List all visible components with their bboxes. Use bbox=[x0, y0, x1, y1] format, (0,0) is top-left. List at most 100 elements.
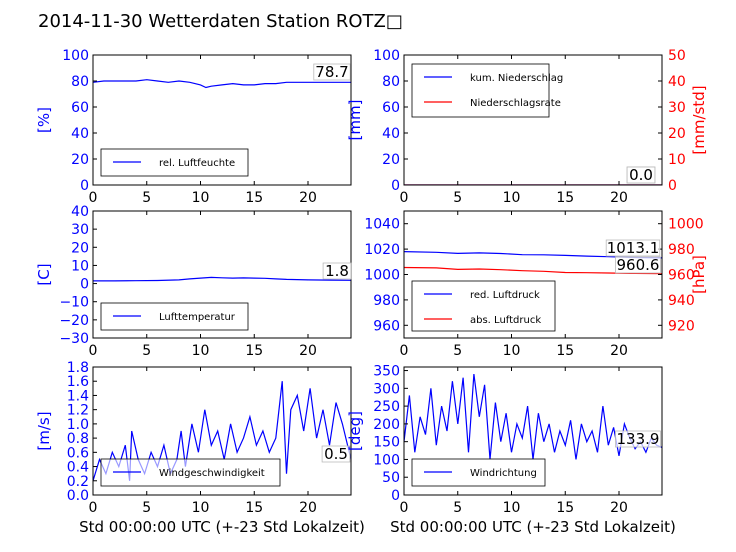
legend-label: Windrichtung bbox=[470, 468, 537, 479]
legend-box-wind-direction bbox=[411, 458, 546, 487]
chart-temperature: 0 5 10 15 20 −30 −20 −10 0 10 20 30 40 [C] Lufttempera… bbox=[35, 204, 352, 359]
value-label: 960.6 bbox=[617, 256, 660, 274]
y2-axis-label: [mm/std] bbox=[690, 85, 708, 154]
y-tick-label: 300 bbox=[373, 381, 400, 397]
plot-frame-wind-direction bbox=[403, 366, 663, 496]
x-tick-label: 0 bbox=[89, 500, 98, 516]
y-tick-label: 0.0 bbox=[67, 488, 89, 504]
figure-title: 2014-11-30 Wetterdaten Station ROTZ□ bbox=[38, 11, 403, 32]
legend-label: kum. Niederschlag bbox=[470, 73, 563, 84]
y-tick-label: −10 bbox=[59, 295, 89, 311]
x-axis-label-right: Std 00:00:00 UTC (+-23 Std Lokalzeit) bbox=[390, 518, 676, 536]
legend-label: Niederschlagsrate bbox=[470, 98, 561, 109]
y-tick-label: 1.0 bbox=[67, 417, 89, 433]
y-tick-label: 0.2 bbox=[67, 474, 89, 490]
value-label-box bbox=[321, 445, 351, 463]
y-tick-label: 0.8 bbox=[67, 431, 89, 447]
chart-wind-speed: 0 5 10 15 20 0.00.20.40.60.81.01.21.41.61.8 [m… bbox=[35, 360, 352, 516]
y-tick-label: 30 bbox=[71, 222, 89, 238]
series-line-humidity-0 bbox=[93, 79, 351, 89]
y-tick-label: 1040 bbox=[364, 217, 400, 233]
y-tick-label: 20 bbox=[382, 152, 400, 168]
x-tick-label: 10 bbox=[192, 500, 210, 516]
y2-axis-label: [hPa] bbox=[690, 255, 708, 294]
y2-tick-label: 980 bbox=[668, 242, 695, 258]
y-tick-label: 40 bbox=[71, 204, 89, 220]
value-label-box bbox=[322, 262, 352, 280]
y-tick-label: 60 bbox=[382, 100, 400, 116]
x-tick-label: 10 bbox=[192, 343, 210, 359]
series-line-temperature-0 bbox=[93, 276, 351, 282]
y2-tick-label: 20 bbox=[668, 126, 686, 142]
x-tick-label: 10 bbox=[503, 190, 521, 206]
value-label-box bbox=[626, 166, 656, 184]
y-tick-label: 10 bbox=[71, 258, 89, 274]
x-tick-label: 5 bbox=[142, 343, 151, 359]
legend-box-pressure bbox=[411, 280, 556, 332]
x-tick-label: 0 bbox=[89, 190, 98, 206]
x-tick-label: 20 bbox=[610, 190, 628, 206]
x-axis-label-left: Std 00:00:00 UTC (+-23 Std Lokalzeit) bbox=[79, 518, 365, 536]
legend-label: Lufttemperatur bbox=[159, 312, 236, 323]
y-tick-label: −30 bbox=[59, 331, 89, 347]
y-tick-label: 0.4 bbox=[67, 460, 89, 476]
y-tick-label: 0 bbox=[80, 178, 89, 194]
x-tick-label: 20 bbox=[299, 190, 317, 206]
y-tick-label: 40 bbox=[71, 126, 89, 142]
y2-tick-label: 50 bbox=[668, 48, 686, 64]
y-tick-label: 1000 bbox=[364, 268, 400, 284]
x-tick-label: 0 bbox=[400, 500, 409, 516]
y-axis-label: [deg] bbox=[346, 411, 364, 451]
y2-tick-label: 940 bbox=[668, 293, 695, 309]
x-tick-label: 20 bbox=[299, 343, 317, 359]
value-label: 0.5 bbox=[324, 445, 348, 463]
chart-pressure: 0 5 10 15 20 960 980 1000 1020 1040 920 940 960 980 10… bbox=[364, 210, 708, 359]
x-tick-label: 5 bbox=[453, 500, 462, 516]
x-tick-label: 0 bbox=[400, 343, 409, 359]
value-label-box bbox=[615, 256, 661, 274]
chart-wind-direction: 0 5 10 15 20050100150200250300350[deg]Windri… bbox=[346, 364, 663, 516]
x-tick-label: 20 bbox=[610, 500, 628, 516]
x-tick-label: 0 bbox=[400, 190, 409, 206]
y-tick-label: 200 bbox=[373, 417, 400, 433]
x-tick-label: 10 bbox=[503, 500, 521, 516]
y-tick-label: 1.2 bbox=[67, 403, 89, 419]
chart-humidity: 0 5 10 15 20 0 20 40 60 80 100 [%] rel. Luftfeuchte 7… bbox=[35, 48, 352, 206]
legend-label: red. Luftdruck bbox=[470, 290, 540, 301]
legend-label: abs. Luftdruck bbox=[470, 315, 541, 326]
y2-tick-label: 10 bbox=[668, 152, 686, 168]
x-tick-label: 5 bbox=[453, 190, 462, 206]
y-tick-label: 40 bbox=[382, 126, 400, 142]
legend-box-precipitation bbox=[411, 63, 550, 118]
x-tick-label: 5 bbox=[453, 343, 462, 359]
x-tick-label: 5 bbox=[142, 190, 151, 206]
plot-frame-wind-speed bbox=[92, 366, 352, 496]
value-label: 1.8 bbox=[325, 262, 349, 280]
y2-tick-label: 30 bbox=[668, 100, 686, 116]
y-tick-label: 80 bbox=[382, 74, 400, 90]
x-tick-label: 15 bbox=[245, 500, 263, 516]
x-tick-label: 20 bbox=[299, 500, 317, 516]
x-tick-label: 10 bbox=[503, 343, 521, 359]
y-tick-label: 1.4 bbox=[67, 388, 89, 404]
plot-frame-precipitation bbox=[403, 54, 663, 186]
y-tick-label: 960 bbox=[373, 318, 400, 334]
y-tick-label: 100 bbox=[373, 452, 400, 468]
y2-tick-label: 920 bbox=[668, 318, 695, 334]
legend-label: Windgeschwindigkeit bbox=[159, 468, 265, 479]
y-tick-label: 980 bbox=[373, 293, 400, 309]
y-tick-label: 100 bbox=[62, 48, 89, 64]
x-tick-label: 15 bbox=[245, 190, 263, 206]
y2-tick-label: 1000 bbox=[668, 217, 704, 233]
x-tick-label: 15 bbox=[556, 190, 574, 206]
plot-frame-humidity bbox=[92, 54, 352, 186]
y-tick-label: 350 bbox=[373, 364, 400, 380]
x-tick-label: 15 bbox=[556, 343, 574, 359]
series-line-pressure-0 bbox=[404, 251, 662, 259]
y-tick-label: 0 bbox=[391, 178, 400, 194]
series-line-pressure-1 bbox=[404, 266, 662, 275]
value-label: 133.9 bbox=[617, 430, 660, 448]
value-label-box bbox=[615, 430, 661, 448]
